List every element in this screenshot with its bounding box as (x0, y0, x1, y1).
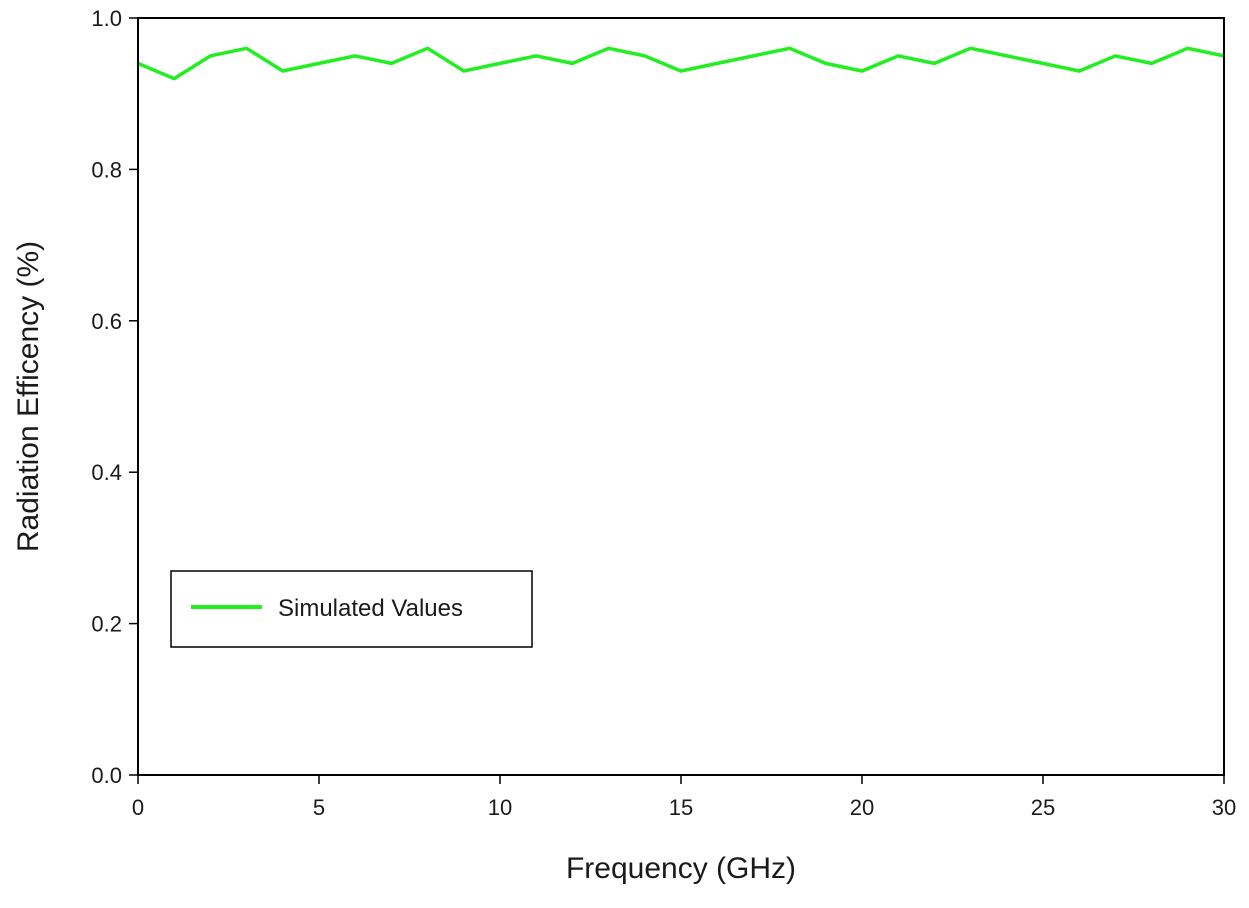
x-tick-label: 10 (488, 795, 512, 820)
series-line-simulated-values (137, 46, 1225, 81)
y-tick-label: 1.0 (91, 6, 122, 31)
legend-label-simulated-values: Simulated Values (278, 595, 463, 622)
x-tick-label: 0 (132, 795, 144, 820)
series-layer (137, 46, 1225, 81)
plot-frame (137, 17, 1225, 776)
x-tick-label: 20 (850, 795, 874, 820)
x-tick-label: 5 (313, 795, 325, 820)
y-tick-label: 0.6 (91, 309, 122, 334)
x-tick-label: 25 (1031, 795, 1055, 820)
legend: Simulated Values (170, 570, 533, 648)
x-tick-label: 15 (669, 795, 693, 820)
x-axis-title: Frequency (GHz) (566, 852, 796, 885)
y-tick-label: 0.0 (91, 763, 122, 788)
y-tick-label: 0.8 (91, 157, 122, 182)
x-axis-ticks: 0 5 10 15 20 25 30 (132, 775, 1236, 820)
y-axis-ticks: 0.0 0.2 0.4 0.6 0.8 1.0 (91, 6, 138, 788)
x-tick-label: 30 (1212, 795, 1236, 820)
y-tick-label: 0.2 (91, 612, 122, 637)
y-axis-title: Radiation Efficency (%) (12, 241, 45, 552)
y-tick-label: 0.4 (91, 460, 122, 485)
